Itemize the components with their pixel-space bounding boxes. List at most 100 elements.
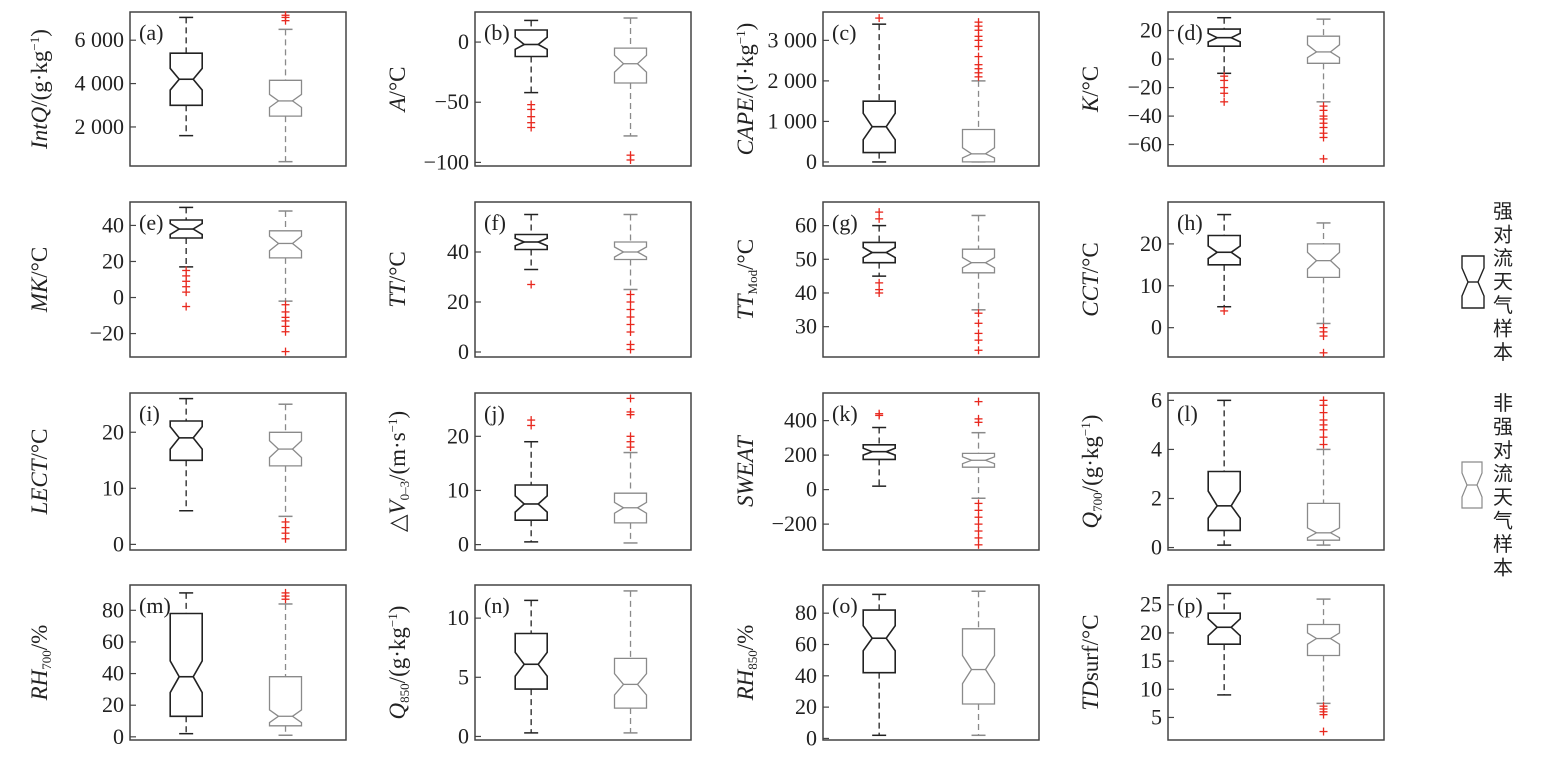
y-tick-label: 4 000: [75, 71, 125, 96]
box-severe: [514, 19, 549, 132]
outlier-marker: [1319, 396, 1328, 405]
outlier-marker: [527, 416, 536, 425]
y-axis-label: SWEAT: [733, 434, 758, 507]
legend-item-nonsevere: 非强对流天气样本: [1461, 391, 1513, 580]
plot-frame: [474, 201, 692, 358]
y-tick-label: 0: [806, 149, 817, 174]
box-nonsevere: [613, 394, 648, 544]
plot-frame: [822, 201, 1040, 358]
y-tick-label: 4: [1151, 436, 1162, 461]
panel-b: (b) 0 −50 −100 A/°C: [385, 11, 692, 174]
box-nonsevere: [613, 17, 648, 164]
y-axis-label: RH850/%: [733, 625, 760, 702]
outlier-marker: [626, 328, 635, 336]
y-tick-label: 30: [795, 314, 817, 339]
box-nonsevere: [1306, 222, 1341, 357]
plot-frame: [474, 392, 692, 551]
y-tick-label: 0: [458, 29, 469, 54]
outlier-marker: [974, 18, 983, 27]
box-nonsevere: [1306, 598, 1341, 736]
y-axis-label: Q850/(g·kg−1): [385, 606, 412, 720]
legend-item-severe: 强对流天气样本: [1461, 199, 1513, 364]
y-axis-label: MK/°C: [27, 247, 52, 313]
notched-box: [268, 676, 303, 727]
y-tick-label: −200: [772, 511, 817, 536]
outlier-marker: [974, 397, 983, 406]
outlier-marker: [974, 540, 983, 549]
y-axis-label: TDsurf/°C: [1078, 614, 1103, 710]
panel-p: (p) 25 20 15 10 5 TDsurf/°C: [1078, 584, 1385, 741]
y-tick-label: 1 000: [768, 108, 818, 133]
outlier-marker: [1220, 89, 1229, 98]
outlier-marker: [527, 280, 536, 289]
y-tick-label: 10: [1140, 273, 1162, 298]
box-nonsevere: [613, 590, 648, 734]
outlier-marker: [1319, 433, 1328, 442]
outlier-marker: [1220, 97, 1229, 106]
y-tick-label: 60: [102, 629, 124, 654]
notched-box: [169, 420, 203, 462]
box-severe: [169, 206, 203, 311]
y-tick-label: 20: [102, 419, 124, 444]
outlier-marker: [974, 414, 983, 423]
outlier-marker: [1319, 408, 1328, 417]
panel-label: (n): [484, 593, 510, 618]
plot-frame: [1167, 584, 1385, 741]
notched-box: [514, 29, 549, 58]
panel-g: (g) 60 50 40 30 TTMod/°C: [733, 201, 1040, 358]
notched-box: [1306, 623, 1341, 657]
y-tick-label: 0: [458, 723, 469, 748]
outlier-marker: [974, 309, 983, 318]
notched-box: [1306, 35, 1341, 64]
y-tick-label: 0: [113, 531, 124, 556]
y-tick-label: 5: [1151, 704, 1162, 729]
outlier-marker: [974, 336, 983, 345]
plot-frame: [822, 584, 1040, 741]
plot-frame: [129, 584, 347, 741]
panel-label: (g): [832, 210, 858, 235]
outlier-marker: [281, 300, 290, 309]
box-severe: [862, 208, 897, 297]
outlier-marker: [974, 527, 983, 536]
outlier-marker: [626, 298, 635, 306]
y-axis-label: TT/°C: [385, 251, 410, 308]
panel-j: (j) 20 10 0 △V0–3/(m·s−1): [385, 392, 692, 557]
panel-label: (e): [139, 210, 163, 235]
y-tick-label: 10: [447, 477, 469, 502]
notched-box: [1207, 470, 1241, 532]
box-severe: [514, 599, 549, 734]
outlier-marker: [875, 214, 884, 223]
panel-label: (a): [139, 20, 163, 45]
plot-frame: [474, 11, 692, 167]
svg-text:强对流天气样本: 强对流天气样本: [1493, 199, 1513, 364]
outlier-marker: [182, 302, 191, 311]
box-nonsevere: [268, 11, 303, 163]
plot-frame: [822, 392, 1040, 551]
panel-c: (c) 0 1 000 2 000 3 000 CAPE/(J·kg−1): [733, 11, 1040, 174]
box-severe: [862, 593, 897, 737]
notched-box: [613, 241, 648, 261]
y-tick-label: 0: [113, 285, 124, 310]
plot-frame: [1167, 392, 1385, 551]
plot-frame: [822, 11, 1040, 167]
plot-frame: [474, 584, 692, 741]
outlier-marker: [626, 394, 635, 403]
y-tick-label: 15: [1140, 648, 1162, 673]
outlier-marker: [974, 520, 983, 529]
y-tick-label: 80: [795, 600, 817, 625]
outlier-marker: [281, 588, 290, 597]
outlier-marker: [974, 513, 983, 522]
panel-label: (c): [832, 20, 856, 45]
outlier-marker: [626, 155, 635, 164]
box-nonsevere: [961, 397, 996, 549]
outlier-marker: [626, 313, 635, 321]
panel-e: (e) 40 20 0 −20 MK/°C: [27, 201, 347, 358]
outlier-marker: [281, 327, 290, 336]
y-tick-label: 20: [1140, 620, 1162, 645]
outlier-marker: [281, 347, 290, 356]
outlier-marker: [875, 208, 884, 217]
outlier-marker: [1220, 76, 1229, 85]
notched-box: [1207, 612, 1241, 646]
y-tick-label: 0: [1151, 315, 1162, 340]
